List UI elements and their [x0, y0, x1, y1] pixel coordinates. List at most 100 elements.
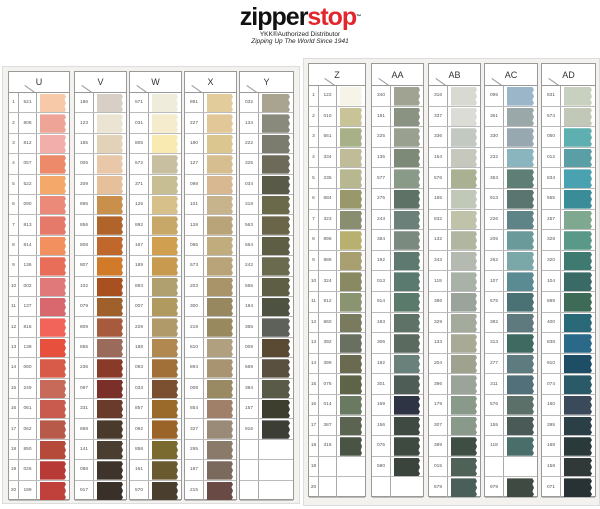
color-swatch[interactable]: [262, 236, 290, 256]
color-swatch[interactable]: [451, 190, 477, 209]
color-swatch[interactable]: [40, 216, 66, 235]
color-swatch[interactable]: [340, 231, 362, 250]
color-swatch[interactable]: [152, 216, 178, 235]
color-swatch[interactable]: [40, 257, 66, 276]
color-swatch[interactable]: [97, 298, 123, 317]
color-swatch[interactable]: [97, 196, 123, 215]
color-swatch[interactable]: [451, 396, 477, 415]
color-swatch[interactable]: [394, 375, 420, 394]
color-swatch[interactable]: [394, 457, 420, 477]
color-swatch[interactable]: [451, 334, 477, 353]
color-swatch[interactable]: [262, 318, 290, 337]
color-swatch[interactable]: [152, 379, 178, 398]
color-swatch[interactable]: [152, 461, 178, 480]
color-swatch[interactable]: [507, 87, 534, 106]
color-swatch[interactable]: [262, 338, 290, 358]
color-swatch[interactable]: [394, 231, 420, 250]
color-swatch[interactable]: [97, 94, 123, 113]
color-swatch[interactable]: [394, 416, 420, 436]
color-swatch[interactable]: [507, 334, 534, 353]
color-swatch[interactable]: [207, 236, 233, 256]
color-swatch[interactable]: [564, 313, 592, 333]
color-swatch[interactable]: [394, 354, 420, 374]
color-swatch[interactable]: [97, 216, 123, 235]
color-swatch[interactable]: [451, 457, 477, 477]
color-swatch[interactable]: [262, 216, 290, 235]
color-swatch[interactable]: [262, 298, 290, 317]
color-swatch[interactable]: [97, 420, 123, 439]
color-swatch[interactable]: [152, 400, 178, 419]
color-swatch[interactable]: [262, 400, 290, 419]
color-swatch[interactable]: [97, 400, 123, 419]
color-swatch[interactable]: [40, 277, 66, 296]
color-swatch[interactable]: [97, 440, 123, 460]
color-swatch[interactable]: [40, 440, 66, 460]
color-swatch[interactable]: [394, 148, 420, 168]
color-swatch[interactable]: [152, 257, 178, 276]
color-swatch[interactable]: [564, 231, 592, 250]
color-swatch[interactable]: [152, 134, 178, 154]
color-swatch[interactable]: [564, 251, 592, 271]
color-swatch[interactable]: [207, 257, 233, 276]
color-swatch[interactable]: [97, 461, 123, 480]
color-swatch[interactable]: [207, 175, 233, 194]
color-swatch[interactable]: [40, 481, 66, 500]
color-swatch[interactable]: [394, 334, 420, 353]
color-swatch[interactable]: [340, 169, 362, 188]
color-swatch[interactable]: [152, 277, 178, 296]
color-swatch[interactable]: [262, 277, 290, 296]
color-swatch[interactable]: [40, 175, 66, 194]
color-swatch[interactable]: [340, 210, 362, 230]
color-swatch[interactable]: [207, 155, 233, 174]
color-swatch[interactable]: [394, 272, 420, 291]
color-swatch[interactable]: [451, 478, 477, 497]
color-swatch[interactable]: [394, 437, 420, 456]
color-swatch[interactable]: [564, 437, 592, 456]
color-swatch[interactable]: [262, 379, 290, 398]
color-swatch[interactable]: [262, 155, 290, 174]
color-swatch[interactable]: [394, 210, 420, 230]
color-swatch[interactable]: [507, 416, 534, 436]
color-swatch[interactable]: [394, 107, 420, 127]
color-swatch[interactable]: [340, 354, 362, 374]
color-swatch[interactable]: [40, 196, 66, 215]
color-swatch[interactable]: [152, 318, 178, 337]
color-swatch[interactable]: [207, 338, 233, 358]
color-swatch[interactable]: [451, 313, 477, 333]
color-swatch[interactable]: [564, 128, 592, 147]
color-swatch[interactable]: [152, 155, 178, 174]
color-swatch[interactable]: [340, 148, 362, 168]
color-swatch[interactable]: [97, 379, 123, 398]
color-swatch[interactable]: [394, 190, 420, 209]
color-swatch[interactable]: [207, 134, 233, 154]
color-swatch[interactable]: [152, 420, 178, 439]
color-swatch[interactable]: [394, 313, 420, 333]
color-swatch[interactable]: [207, 298, 233, 317]
color-swatch[interactable]: [262, 420, 290, 439]
color-swatch[interactable]: [97, 318, 123, 337]
color-swatch[interactable]: [451, 251, 477, 271]
color-swatch[interactable]: [564, 210, 592, 230]
color-swatch[interactable]: [97, 338, 123, 358]
color-swatch[interactable]: [451, 416, 477, 436]
color-swatch[interactable]: [207, 94, 233, 113]
color-swatch[interactable]: [207, 114, 233, 133]
color-swatch[interactable]: [262, 359, 290, 378]
color-swatch[interactable]: [40, 461, 66, 480]
color-swatch[interactable]: [40, 318, 66, 337]
color-swatch[interactable]: [40, 94, 66, 113]
color-swatch[interactable]: [564, 169, 592, 188]
color-swatch[interactable]: [451, 87, 477, 106]
color-swatch[interactable]: [152, 359, 178, 378]
color-swatch[interactable]: [564, 272, 592, 291]
color-swatch[interactable]: [97, 114, 123, 133]
color-swatch[interactable]: [564, 107, 592, 127]
color-swatch[interactable]: [40, 420, 66, 439]
color-swatch[interactable]: [507, 231, 534, 250]
color-swatch[interactable]: [507, 169, 534, 188]
color-swatch[interactable]: [40, 338, 66, 358]
color-swatch[interactable]: [451, 231, 477, 250]
color-swatch[interactable]: [340, 107, 362, 127]
color-swatch[interactable]: [451, 148, 477, 168]
color-swatch[interactable]: [207, 379, 233, 398]
